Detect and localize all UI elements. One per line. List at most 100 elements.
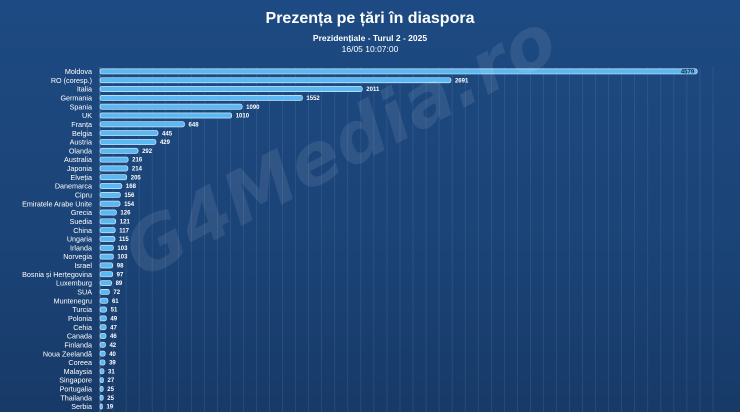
value-label: 98 <box>117 264 124 270</box>
category-label: Polonia <box>68 314 92 323</box>
value-label: 292 <box>142 149 153 155</box>
value-label: 72 <box>113 290 120 296</box>
category-label: Israel <box>74 261 92 270</box>
value-label: 214 <box>132 167 143 173</box>
category-label: Franța <box>71 120 92 129</box>
bar <box>99 86 363 92</box>
value-label: 429 <box>160 140 171 146</box>
value-label: 2011 <box>366 87 380 93</box>
category-label: Cehia <box>73 323 92 332</box>
value-label: 61 <box>112 299 119 305</box>
bar <box>99 191 121 198</box>
bar <box>99 209 117 216</box>
value-label: 168 <box>126 184 137 190</box>
category-label: Thailanda <box>60 393 92 402</box>
bar <box>99 77 452 84</box>
category-label: Olanda <box>69 146 92 155</box>
bar <box>99 244 114 251</box>
bar <box>99 262 114 269</box>
value-label: 39 <box>109 361 116 367</box>
bar <box>99 147 139 154</box>
bar <box>99 280 112 286</box>
bar <box>99 315 107 322</box>
bar <box>99 130 159 137</box>
bar <box>99 183 123 189</box>
value-label: 445 <box>162 131 173 137</box>
value-label: 1090 <box>246 105 260 111</box>
bar <box>99 236 116 242</box>
bar <box>99 103 243 110</box>
bar <box>99 377 104 384</box>
bar <box>99 139 157 145</box>
value-label: 117 <box>119 228 129 234</box>
category-label: Suedia <box>70 217 92 226</box>
value-label: 97 <box>117 272 124 278</box>
category-label: Australia <box>64 155 92 164</box>
category-label: Moldova <box>65 67 92 76</box>
bar <box>99 253 114 260</box>
value-label: 115 <box>119 237 129 243</box>
category-label: Danemarca <box>55 182 92 191</box>
value-label: 25 <box>107 387 114 393</box>
bar <box>99 174 128 181</box>
category-label: Italia <box>77 85 92 94</box>
category-label: Spania <box>70 102 92 111</box>
category-label: Serbia <box>71 402 92 411</box>
category-label: Coreea <box>68 358 92 367</box>
chart-timestamp: 16/05 10:07:00 <box>341 44 399 54</box>
category-label: Norvegia <box>63 252 92 261</box>
chart-subtitle: Prezidențiale - Turul 2 - 2025 <box>312 33 428 43</box>
bar <box>99 289 110 295</box>
category-label: UK <box>82 111 92 120</box>
bar <box>99 200 121 207</box>
category-label: Bosnia și Herțegovina <box>22 270 92 279</box>
value-label: 49 <box>110 316 117 322</box>
category-label: Irlanda <box>70 243 92 252</box>
bar <box>99 156 129 163</box>
chart-title: Prezența pe țări în diaspora <box>265 10 475 27</box>
bar <box>99 306 107 313</box>
value-label: 103 <box>117 246 128 252</box>
category-label: Singapore <box>59 376 92 385</box>
value-label: 46 <box>110 334 117 340</box>
value-label: 103 <box>117 255 128 261</box>
category-label: RO (coresp.) <box>51 76 92 85</box>
bar <box>99 368 105 375</box>
category-label: Germania <box>60 93 92 102</box>
value-label: 1010 <box>236 114 250 120</box>
value-label: 126 <box>120 211 131 217</box>
value-label: 121 <box>120 219 131 225</box>
category-label: Finlanda <box>64 340 92 349</box>
category-label: China <box>73 226 92 235</box>
category-label: Elveția <box>70 173 92 182</box>
category-label: Muntenegru <box>54 296 92 305</box>
category-label: Emiratele Arabe Unite <box>22 199 92 208</box>
bar <box>99 350 106 357</box>
value-label: 25 <box>107 396 114 402</box>
category-label: Canada <box>67 332 92 341</box>
gridlines <box>112 67 714 412</box>
bar <box>99 218 117 225</box>
bar <box>99 227 116 234</box>
value-label: 216 <box>132 158 143 164</box>
bar <box>99 403 103 410</box>
category-label: Luxemburg <box>56 279 92 288</box>
category-label: Austria <box>70 138 92 147</box>
value-label: 47 <box>110 325 117 331</box>
bar <box>99 94 303 101</box>
bar <box>99 324 107 331</box>
category-label: Malaysia <box>64 367 92 376</box>
bar <box>99 359 106 366</box>
category-label: Grecia <box>71 208 92 217</box>
value-label: 4579 <box>681 70 695 76</box>
category-label: Portugalia <box>60 385 92 394</box>
value-label: 42 <box>109 343 116 349</box>
bar <box>99 297 109 304</box>
category-label: Ungaria <box>67 235 92 244</box>
category-label: Turcia <box>72 305 92 314</box>
category-label: Noua Zeelandă <box>43 349 92 358</box>
value-label: 205 <box>131 175 142 181</box>
value-label: 51 <box>111 308 118 314</box>
bar <box>99 394 104 401</box>
